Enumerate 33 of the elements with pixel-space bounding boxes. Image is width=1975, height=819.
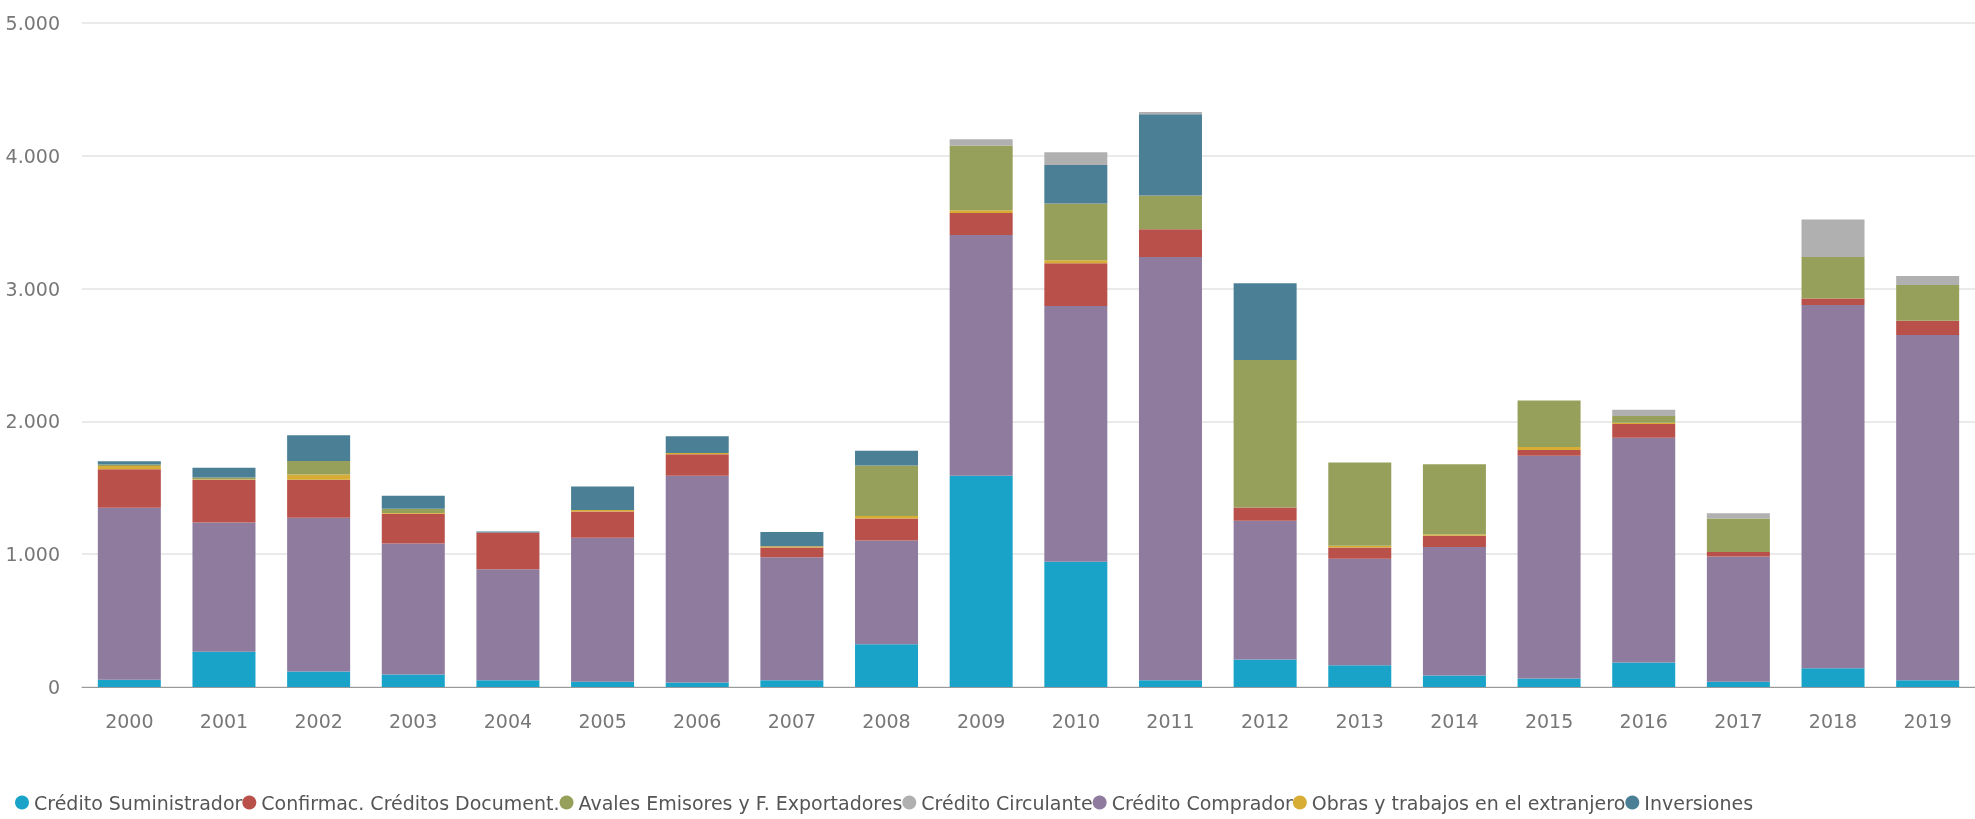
x-tick-label: 2006 xyxy=(673,709,722,732)
x-tick-label: 2011 xyxy=(1146,709,1195,732)
y-tick-label: 2.000 xyxy=(5,410,60,433)
legend-label: Crédito Suministrador xyxy=(34,791,243,814)
x-tick-label: 2007 xyxy=(767,709,817,732)
legend-label: Crédito Comprador xyxy=(1111,791,1294,814)
legend-label: Crédito Circulante xyxy=(921,791,1093,814)
legend-label: Confirmac. Créditos Document. xyxy=(261,791,560,814)
y-tick-label: 1.000 xyxy=(5,543,60,566)
x-tick-label: 2003 xyxy=(389,709,438,732)
legend-label: Inversiones xyxy=(1644,791,1754,814)
x-tick-label: 2010 xyxy=(1051,709,1100,732)
x-tick-label: 2017 xyxy=(1714,709,1763,732)
x-tick-label: 2001 xyxy=(199,709,249,732)
x-tick-label: 2008 xyxy=(862,709,911,732)
y-tick-label: 4.000 xyxy=(5,144,60,167)
x-tick-label: 2009 xyxy=(957,709,1006,732)
x-tick-label: 2014 xyxy=(1430,709,1479,732)
x-tick-label: 2004 xyxy=(483,709,533,732)
x-tick-label: 2018 xyxy=(1808,709,1858,732)
y-tick-label: 3.000 xyxy=(5,277,60,300)
x-tick-label: 2013 xyxy=(1335,709,1384,732)
x-tick-label: 2015 xyxy=(1524,709,1574,732)
x-tick-label: 2000 xyxy=(105,709,154,732)
y-tick-label: 0 xyxy=(47,676,60,698)
x-tick-label: 2012 xyxy=(1240,709,1290,732)
legend-label: Avales Emisores y F. Exportadores xyxy=(578,791,903,814)
y-tick-label: 5.000 xyxy=(5,12,60,34)
x-tick-label: 2016 xyxy=(1619,709,1668,732)
x-tick-label: 2002 xyxy=(294,709,343,732)
x-tick-label: 2005 xyxy=(578,709,627,732)
legend-label: Obras y trabajos en el extranjero xyxy=(1311,791,1626,814)
x-tick-label: 2019 xyxy=(1903,709,1952,732)
